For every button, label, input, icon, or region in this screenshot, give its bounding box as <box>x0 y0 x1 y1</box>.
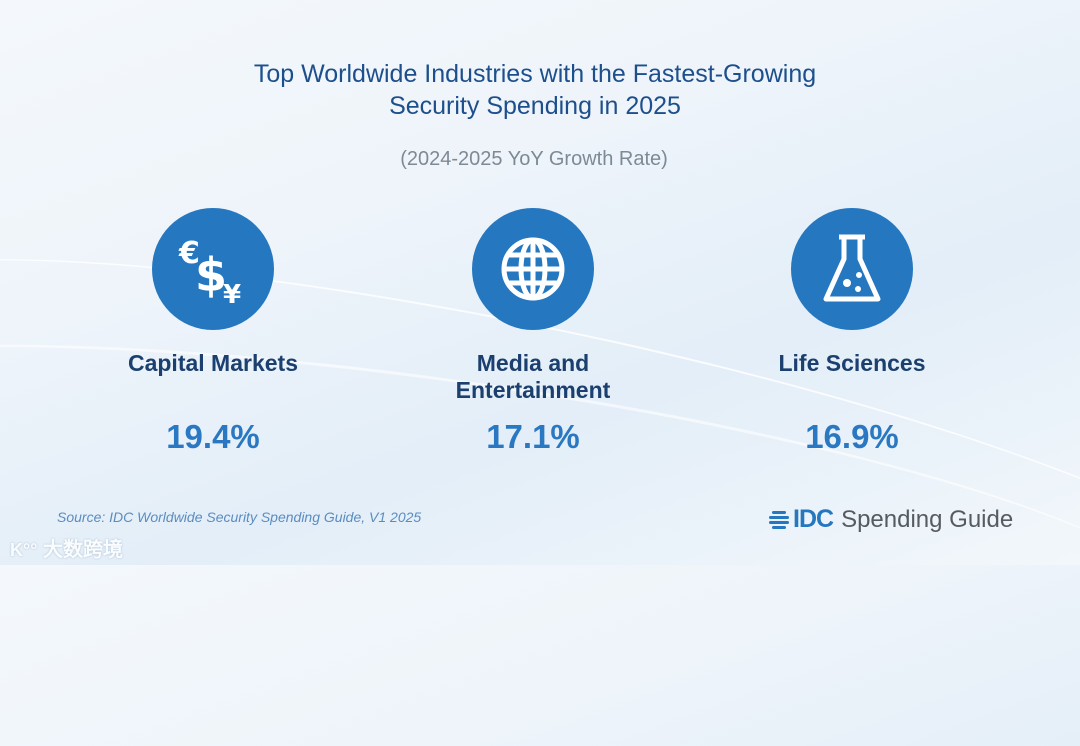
idc-logo: IDC Spending Guide <box>768 505 1013 534</box>
watermark: K°° 大数跨境 <box>10 539 123 561</box>
growth-value: 16.9% <box>805 418 899 455</box>
industry-label: Media and Entertainment <box>455 350 611 403</box>
growth-value: 19.4% <box>166 418 260 455</box>
industry-label: Life Sciences <box>778 350 926 376</box>
svg-text:$: $ <box>195 248 227 302</box>
svg-text:€: € <box>178 236 200 271</box>
industry-card-capital-markets: € $ ¥ Capital Markets 19.4% <box>63 208 363 456</box>
growth-value: 17.1% <box>486 418 580 455</box>
logo-product: Spending Guide <box>841 505 1014 533</box>
currency-icon: € $ ¥ <box>152 208 274 330</box>
title-line: Top Worldwide Industries with the Fastes… <box>253 60 817 88</box>
flask-icon <box>791 208 913 330</box>
svg-text:¥: ¥ <box>223 280 241 309</box>
source-note: Source: IDC Worldwide Security Spending … <box>57 509 422 525</box>
idc-globe-icon <box>769 510 789 529</box>
subtitle: (2024-2025 YoY Growth Rate) <box>400 148 668 170</box>
industry-card-life-sciences: Life Sciences 16.9% <box>702 208 1002 456</box>
logo-brand: IDC <box>793 505 834 533</box>
title-line: Security Spending in 2025 <box>389 92 681 120</box>
globe-icon <box>472 208 594 330</box>
page-title: Top Worldwide Industries with the Fastes… <box>0 58 1070 122</box>
industry-card-media-entertainment: Media and Entertainment 17.1% <box>383 208 683 456</box>
industry-label: Capital Markets <box>127 350 298 376</box>
